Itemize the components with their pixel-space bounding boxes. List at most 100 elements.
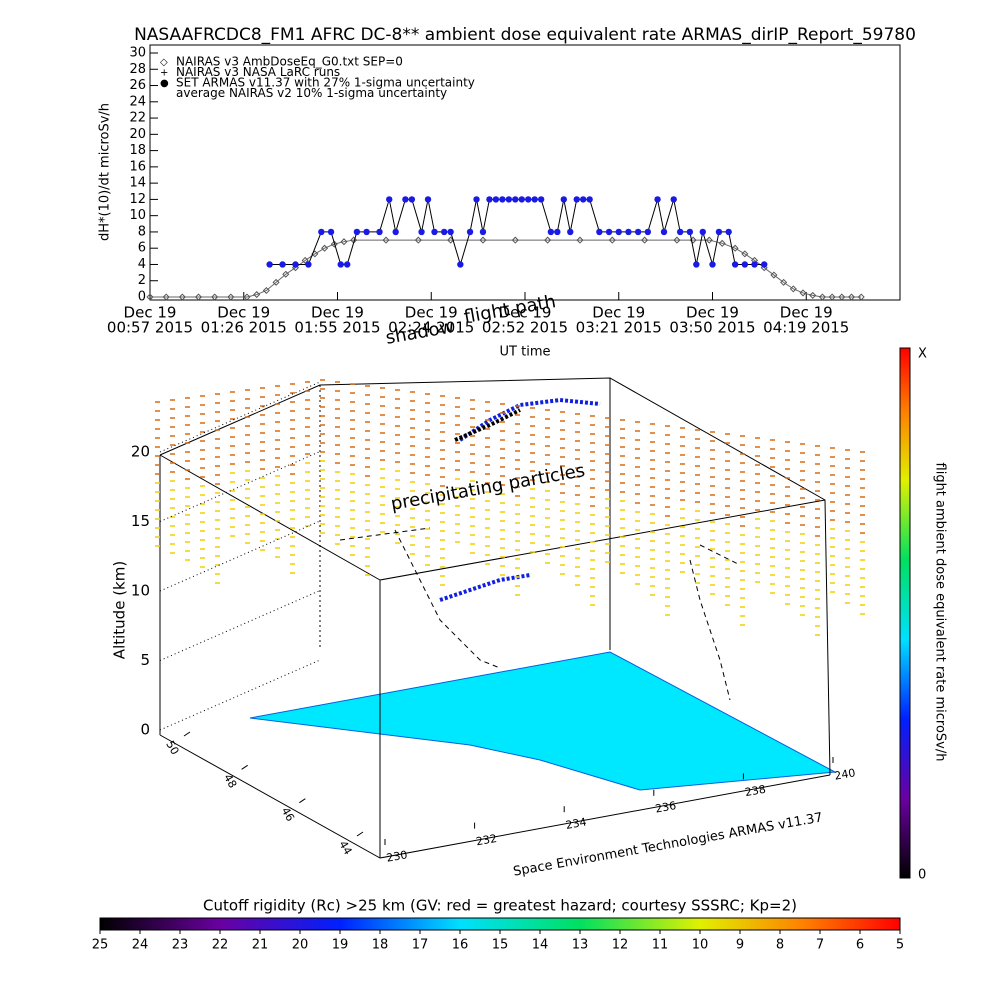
data-point [660,228,668,236]
particle-field [155,379,865,636]
z-tick-label: 10 [131,582,150,600]
data-point [194,293,203,301]
box-3d [159,377,837,859]
box-edge [379,499,826,581]
colorbar-tick-label: 20 [292,938,309,953]
data-point [382,236,390,244]
colorbar-tick-label: 17 [412,938,429,953]
data-point [330,240,338,248]
colorbar-tick-label: 12 [612,938,629,953]
data-point [146,293,154,301]
data-point [418,228,425,236]
data-point [386,196,393,203]
colorbar-label: flight ambient dose equivalent rate micr… [933,463,948,762]
flight-track [439,397,601,602]
lon-tick-label: 232 [475,832,498,848]
y-tick-label: 26 [129,78,146,93]
flight-track [454,408,521,442]
data-point [340,238,348,246]
data-point [686,228,694,236]
colorbar-tick-label: 21 [252,938,269,953]
data-point [676,228,684,236]
data-point [162,293,170,301]
data-point [272,278,280,286]
data-point [673,236,681,244]
x-tick-label: Dec 19 [217,304,270,322]
x-tick-label: Dec 19 [686,304,739,322]
lat-tick-label: 48 [221,772,239,791]
y-tick-label: 4 [138,257,146,272]
z-axis-label: Altitude (km) [111,561,129,659]
z-tick-label: 0 [140,721,150,739]
y-tick-label: 14 [129,176,146,191]
data-point [741,250,749,258]
x-tick-label: 01:55 2015 [294,319,380,337]
lat-tick [299,798,306,804]
legend-marker: ◇ [160,57,168,68]
title: NASAAFRCDC8_FM1 AFRC DC-8** ambient dose… [134,25,916,45]
legend-label: NAIRAS v3 NASA LaRC runs [176,65,340,79]
colorbar-tick-label: 6 [856,938,864,953]
data-point [505,196,513,203]
y-tick-label: 6 [138,241,146,256]
grid-line [159,520,321,592]
lon-tick-label: 236 [654,799,677,815]
credit: Space Environment Technologies ARMAS v11… [512,810,824,879]
x-tick-label: 04:19 2015 [763,319,849,337]
data-point [576,236,584,244]
data-point [799,289,807,297]
data-point [615,228,622,236]
data-point [828,293,836,301]
data-point [473,196,480,203]
x-tick-label: 03:50 2015 [669,319,755,337]
series-line [150,239,862,298]
x-tick-label: Dec 19 [780,304,833,322]
data-point [479,228,487,236]
data-point [596,228,603,236]
data-point [709,261,716,268]
x-tick-label: 00:57 2015 [107,319,193,337]
colorbar-tick-label: 14 [532,938,549,953]
data-point [670,196,677,203]
data-point [705,236,713,244]
z-tick-label: 20 [131,443,150,461]
data-point [544,236,552,244]
data-point [337,261,344,268]
data-point [525,196,532,203]
grid-line [159,451,321,522]
data-point [608,236,616,244]
data-point [537,196,545,203]
y-tick-label: 30 [129,46,146,61]
data-point [693,261,700,268]
x-tick-label: 01:26 2015 [201,319,287,337]
x-tick-label: 02:24 2015 [388,319,474,337]
data-point [211,293,219,301]
data-point [780,278,788,286]
data-point [253,291,261,299]
y-tick-label: 2 [138,273,146,288]
y-tick-label: 24 [129,94,146,109]
data-point [641,236,649,244]
lat-tick-label: 44 [336,838,354,857]
data-point [492,196,500,203]
legend-marker: ● [160,78,169,89]
colorbar-tick-label: 7 [816,938,824,953]
data-point [718,239,726,247]
data-point [531,196,538,203]
data-point [292,261,299,268]
data-point [699,228,707,236]
y-tick-label: 18 [129,143,146,158]
rigidity-surface [249,651,837,791]
data-point [770,271,778,279]
data-point [431,228,438,236]
x-axis-label: UT time [500,345,551,360]
data-point [634,228,642,236]
data-point [178,293,186,301]
data-point [327,228,335,236]
data-point [715,228,723,236]
data-point [227,293,235,301]
data-point [579,196,587,203]
x-tick-label: Dec 19 [311,304,364,322]
y-tick-label: 0 [138,290,146,305]
